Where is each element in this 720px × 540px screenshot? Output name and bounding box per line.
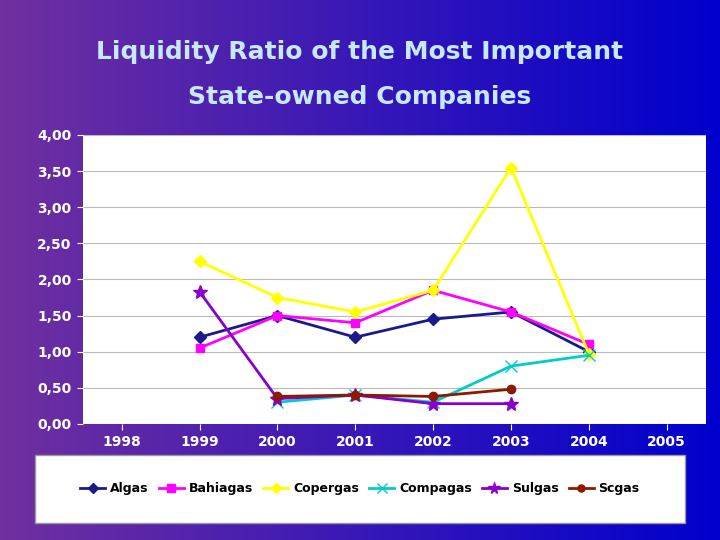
Compagas [429,399,438,406]
Copergas [507,164,516,171]
Bahiagas [351,320,359,326]
Scgas [273,393,282,400]
Sulgas [195,288,204,295]
Algas [429,316,438,322]
Copergas [585,350,593,357]
Scgas [351,392,359,399]
Algas [195,334,204,341]
Scgas [507,386,516,393]
Algas [351,334,359,341]
Copergas [195,258,204,265]
Scgas [429,393,438,400]
Sulgas [273,395,282,402]
Compagas [585,352,593,359]
Algas [273,312,282,319]
Line: Bahiagas: Bahiagas [195,286,593,352]
Legend: Algas, Bahiagas, Copergas, Compagas, Sulgas, Scgas: Algas, Bahiagas, Copergas, Compagas, Sul… [76,477,644,500]
Line: Compagas: Compagas [272,350,595,408]
Bahiagas [429,287,438,294]
Sulgas [507,401,516,407]
Compagas [351,392,359,399]
Bahiagas [273,312,282,319]
Algas [585,348,593,355]
Line: Sulgas: Sulgas [193,285,518,410]
Line: Algas: Algas [195,308,593,356]
Sulgas [429,401,438,407]
FancyBboxPatch shape [35,455,685,523]
Compagas [507,363,516,369]
Copergas [351,309,359,315]
Line: Scgas: Scgas [274,385,515,401]
Algas [507,309,516,315]
Sulgas [351,392,359,399]
Line: Copergas: Copergas [195,163,593,358]
Bahiagas [507,309,516,315]
Copergas [273,294,282,301]
Compagas [273,399,282,406]
Text: Liquidity Ratio of the Most Important: Liquidity Ratio of the Most Important [96,40,624,64]
Bahiagas [195,345,204,352]
Text: State-owned Companies: State-owned Companies [189,85,531,109]
Bahiagas [585,341,593,348]
Copergas [429,287,438,294]
